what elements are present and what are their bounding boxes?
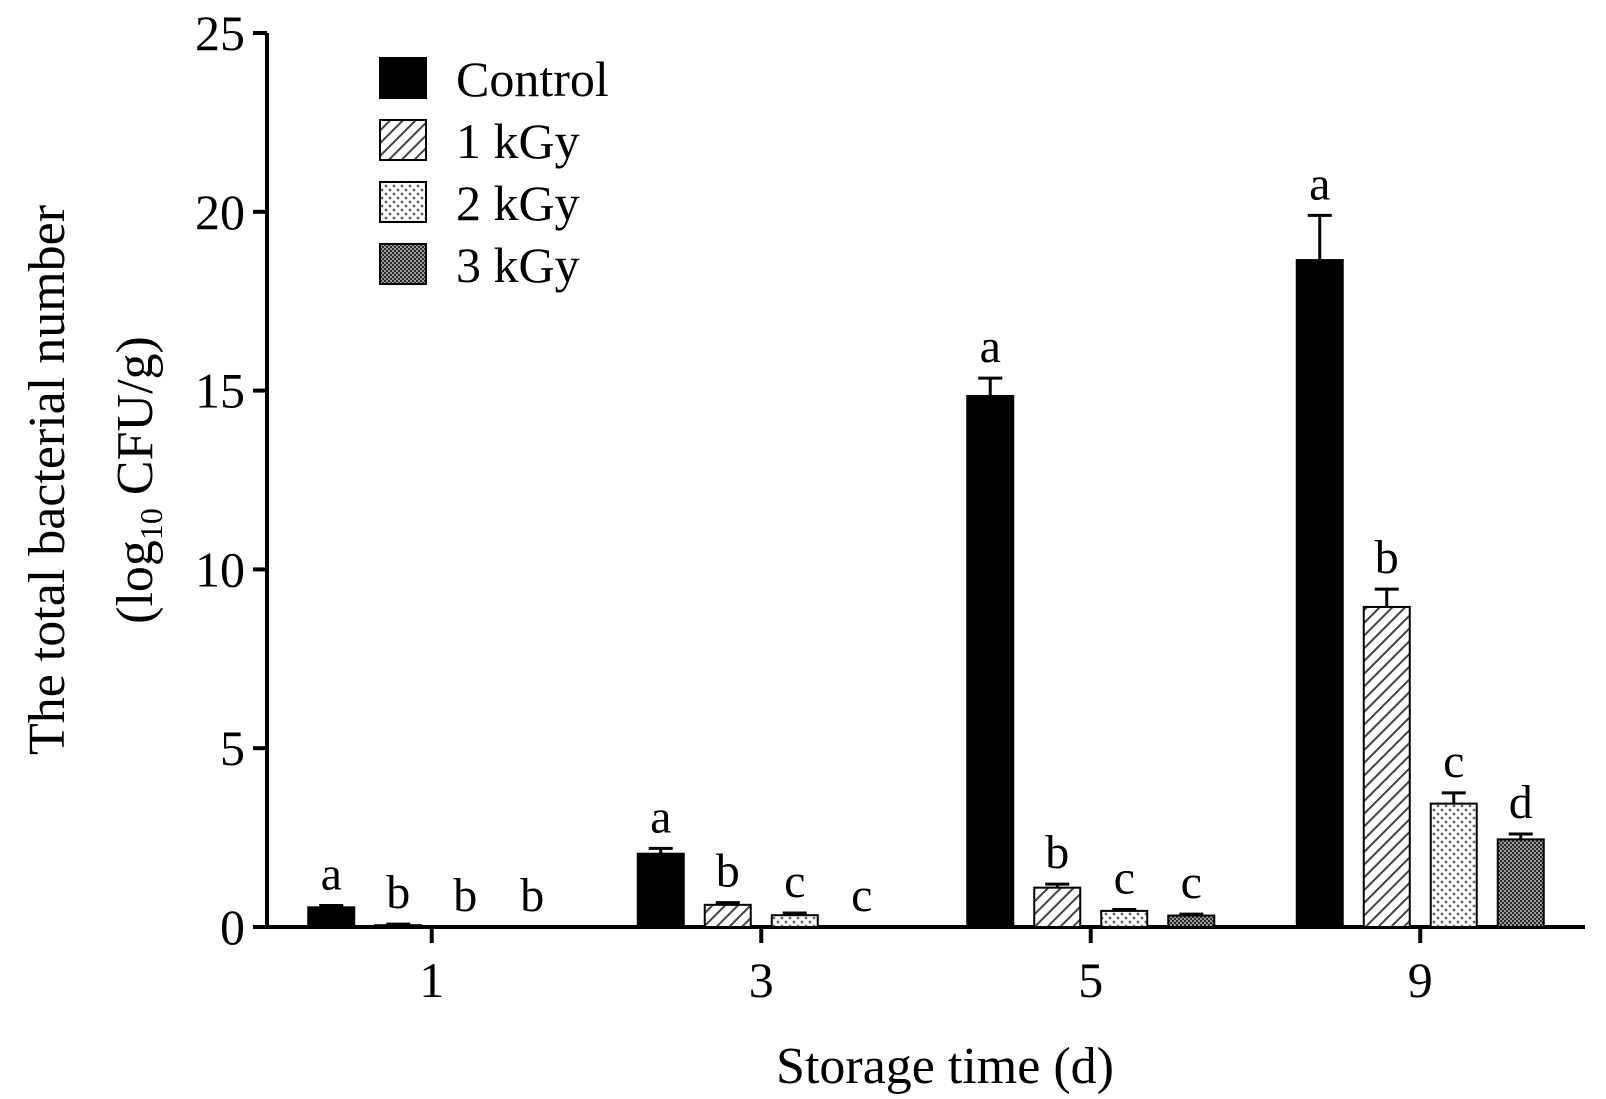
legend-item: 3 kGy xyxy=(379,237,580,293)
significance-letter: b xyxy=(520,869,544,922)
significance-letter: a xyxy=(321,848,342,901)
significance-letter: c xyxy=(851,869,872,922)
y-axis-title-line1: The total bacterial number xyxy=(19,205,76,755)
legend-swatch xyxy=(379,57,427,99)
y-tick-label: 25 xyxy=(195,5,245,61)
bar-control-day-9 xyxy=(1295,259,1344,928)
significance-letter: a xyxy=(980,320,1001,373)
bar-2-kgy-day-9 xyxy=(1429,802,1478,928)
significance-letter: b xyxy=(453,869,477,922)
legend-item: 2 kGy xyxy=(379,175,580,231)
bar-3-kgy-day-9 xyxy=(1496,838,1545,928)
significance-letter: a xyxy=(1309,157,1330,210)
legend-swatch xyxy=(379,181,427,223)
y-tick-label: 20 xyxy=(195,184,245,240)
bars xyxy=(307,259,1545,929)
significance-letter: c xyxy=(1114,851,1135,904)
significance-letter: c xyxy=(1443,735,1464,788)
legend: Control 1 kGy 2 kGy 3 kGy xyxy=(379,51,609,293)
y-axis-title: The total bacterial number (log10 CFU/g) xyxy=(19,205,169,755)
x-tick-label: 9 xyxy=(1408,952,1433,1008)
legend-swatch xyxy=(379,119,427,161)
significance-letter: b xyxy=(1045,826,1069,879)
x-tick-label: 5 xyxy=(1078,952,1103,1008)
significance-letter: c xyxy=(784,855,805,908)
bar-2-kgy-day-3 xyxy=(770,914,819,929)
legend-label: 3 kGy xyxy=(456,237,580,293)
y-axis-title-line2: (log10 CFU/g) xyxy=(107,336,169,624)
x-tick-label: 3 xyxy=(749,952,774,1008)
significance-letter: c xyxy=(1181,856,1202,909)
x-axis-title: Storage time (d) xyxy=(776,1038,1114,1095)
bar-control-day-3 xyxy=(636,852,685,929)
y-axis-title-prefix: (log xyxy=(107,540,164,624)
x-axis: 1 3 5 9 xyxy=(265,925,1585,1008)
significance-letter: b xyxy=(716,845,740,898)
bar-3-kgy-day-5 xyxy=(1167,914,1216,929)
significance-letter: d xyxy=(1509,776,1533,829)
error-bars xyxy=(319,213,1533,926)
y-axis-title-suffix: CFU/g) xyxy=(107,336,164,508)
bar-1-kgy-day-9 xyxy=(1362,605,1411,928)
legend-label: Control xyxy=(456,51,609,107)
y-tick-label: 10 xyxy=(195,541,245,597)
significance-letter: b xyxy=(1375,531,1399,584)
x-ticks: 1 3 5 9 xyxy=(419,927,1433,1008)
legend-label: 1 kGy xyxy=(456,113,580,169)
bar-control-day-5 xyxy=(966,394,1015,928)
x-tick-label: 1 xyxy=(419,952,444,1008)
legend-item: 1 kGy xyxy=(379,113,580,169)
legend-label: 2 kGy xyxy=(456,175,580,231)
legend-item: Control xyxy=(379,51,609,107)
significance-letter: a xyxy=(650,790,671,843)
y-ticks: 0 5 10 15 20 25 xyxy=(195,5,267,955)
bar-1-kgy-day-3 xyxy=(703,903,752,928)
y-axis-title-subscript: 10 xyxy=(133,508,169,540)
y-tick-label: 5 xyxy=(220,720,245,776)
bar-2-kgy-day-5 xyxy=(1100,909,1149,929)
significance-letter: b xyxy=(386,866,410,919)
y-tick-label: 15 xyxy=(195,363,245,419)
y-tick-label: 0 xyxy=(220,899,245,955)
legend-swatch xyxy=(379,243,427,285)
bar-1-kgy-day-5 xyxy=(1033,886,1082,928)
bar-control-day-1 xyxy=(307,906,356,928)
y-axis: 0 5 10 15 20 25 xyxy=(195,5,269,955)
